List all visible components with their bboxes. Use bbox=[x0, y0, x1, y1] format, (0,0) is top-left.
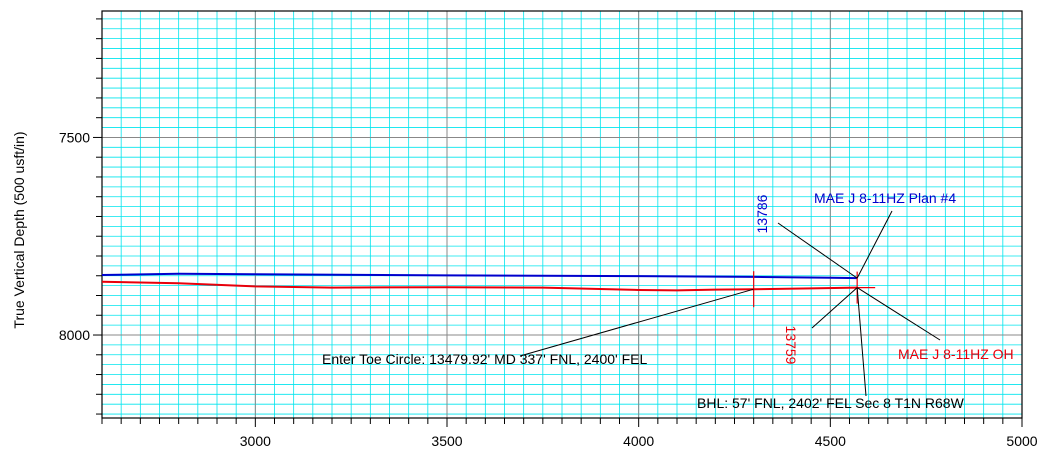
oh-series-line bbox=[101, 280, 858, 292]
toe-circle-annotation: Enter Toe Circle: 13479.92' MD 337' FNL,… bbox=[322, 351, 647, 367]
x-tick-label: 5000 bbox=[1006, 433, 1037, 449]
plan-md-annotation: 13786 bbox=[754, 194, 770, 233]
x-tick-label: 3500 bbox=[431, 433, 462, 449]
y-tick-label: 7500 bbox=[59, 129, 90, 145]
y-axis-label: True Vertical Depth (500 usft/in) bbox=[11, 131, 27, 328]
oh-label-annotation: MAE J 8-11HZ OH bbox=[898, 346, 1014, 362]
x-tick-label: 4500 bbox=[815, 433, 846, 449]
plan-label-annotation: MAE J 8-11HZ Plan #4 bbox=[814, 190, 956, 206]
grid bbox=[101, 11, 1023, 418]
oh-label-leader bbox=[856, 287, 941, 341]
y-tick-label: 8000 bbox=[59, 327, 90, 343]
toe-circle-leader bbox=[519, 288, 754, 357]
plan-series-line bbox=[101, 272, 858, 280]
annotations: MAE J 8-11HZ Plan #4 13786 MAE J 8-11HZ OH… bbox=[322, 190, 1014, 411]
x-tick-label: 4000 bbox=[623, 433, 654, 449]
plan-md-leader bbox=[777, 222, 858, 279]
oh-md-leader bbox=[811, 287, 858, 329]
axes: 3000 3500 4000 4500 5000 7500 8000 bbox=[59, 10, 1038, 449]
oh-md-annotation: 13759 bbox=[783, 326, 799, 365]
x-tick-label: 3000 bbox=[240, 433, 271, 449]
bhl-leader bbox=[856, 287, 867, 397]
bhl-annotation: BHL: 57' FNL, 2402' FEL Sec 8 T1N R68W bbox=[697, 395, 965, 411]
plan-label-leader bbox=[856, 210, 893, 279]
